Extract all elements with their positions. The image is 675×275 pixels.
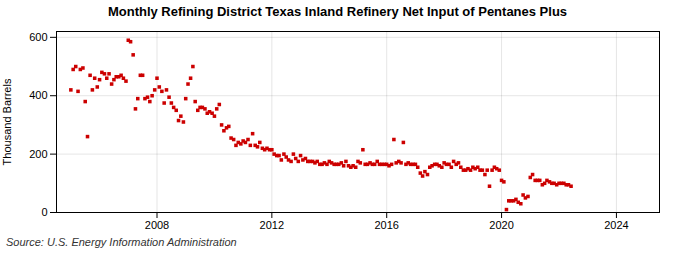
html-text:Monthly Refining District Texa: Monthly Refining District Texas Inland R… <box>107 4 568 19</box>
svg-text:Thousand Barrels: Thousand Barrels <box>1 78 13 165</box>
html-text:Source: U.S. Energy Informatio: Source: U.S. Energy Information Administ… <box>6 236 237 248</box>
svg-text:2012: 2012 <box>260 219 284 231</box>
svg-text:2020: 2020 <box>489 219 513 231</box>
svg-text:600: 600 <box>29 31 47 43</box>
svg-text:400: 400 <box>29 89 47 101</box>
svg-text:2008: 2008 <box>145 219 169 231</box>
svg-text:2024: 2024 <box>604 219 628 231</box>
svg-text:0: 0 <box>41 206 47 218</box>
svg-text:200: 200 <box>29 148 47 160</box>
svg-text:2016: 2016 <box>374 219 398 231</box>
